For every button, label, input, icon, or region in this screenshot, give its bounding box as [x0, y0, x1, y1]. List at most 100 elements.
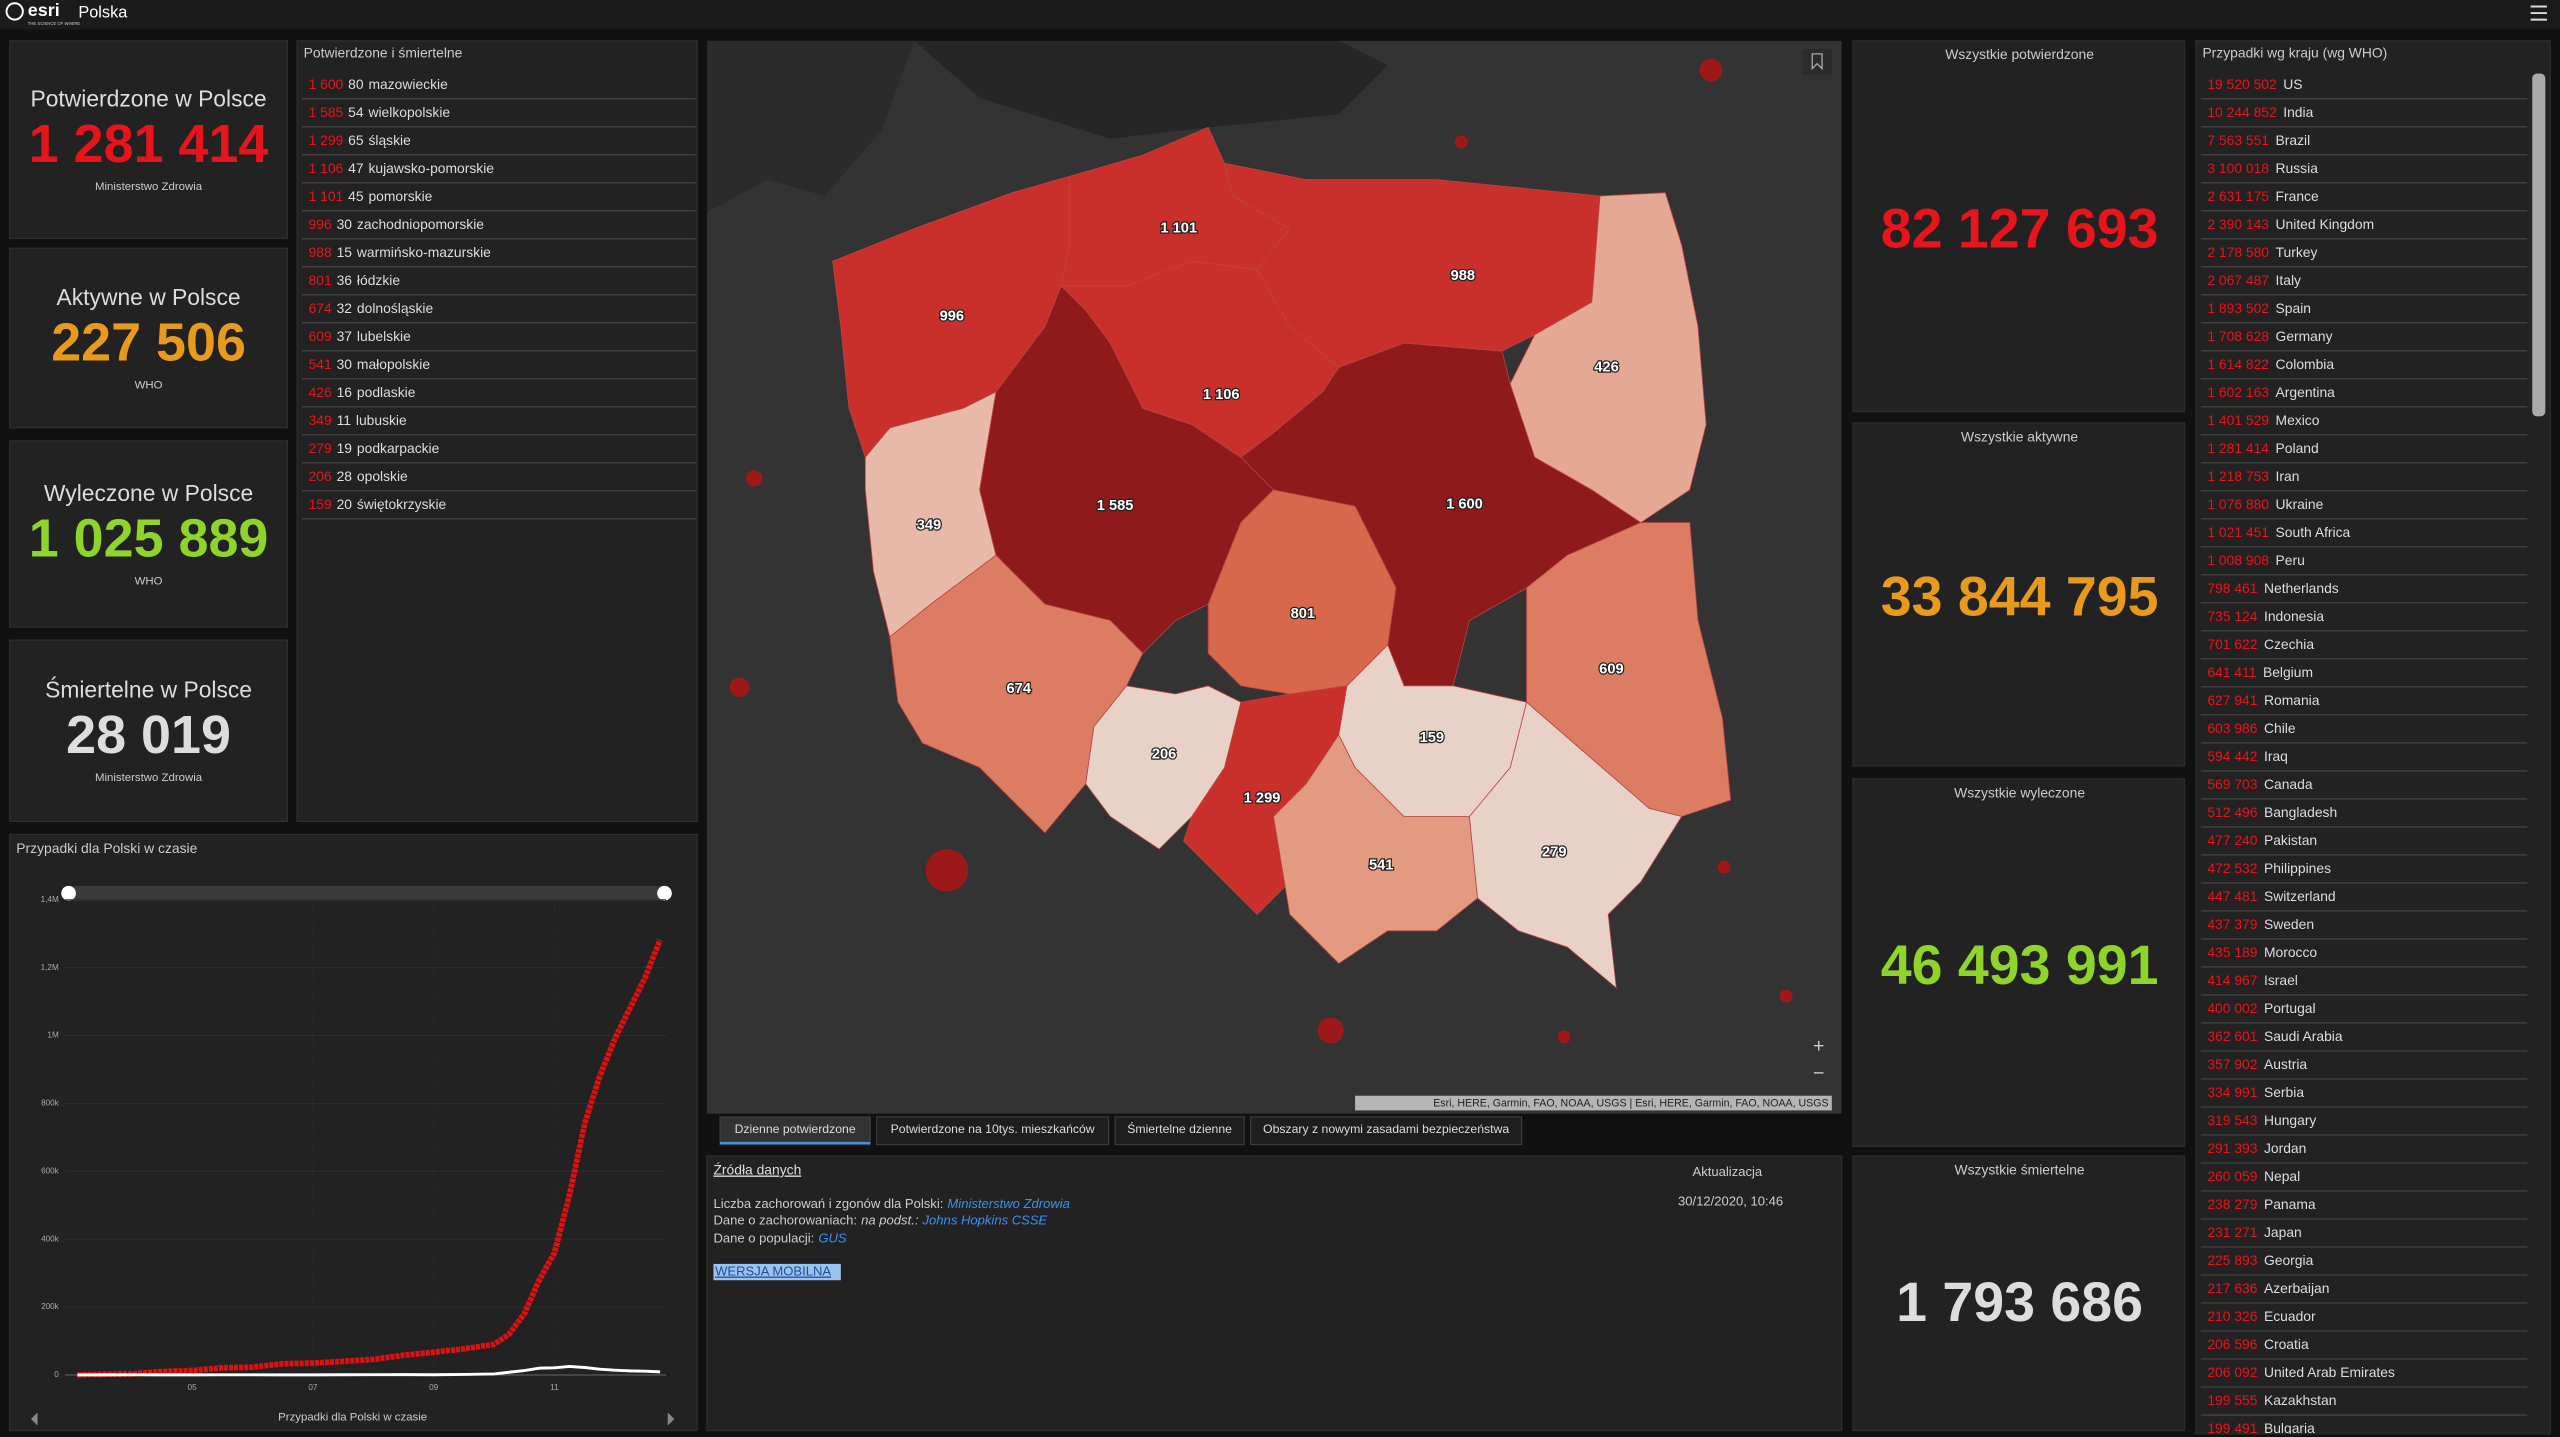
- country-name: Italy: [2276, 272, 2301, 288]
- region-cases: 609: [309, 328, 332, 344]
- country-row: 437 379 Sweden: [2207, 916, 2314, 932]
- country-row: 1 008 908 Peru: [2207, 552, 2304, 568]
- panel: [9, 247, 288, 429]
- update-label: Aktualizacja: [1693, 1164, 1763, 1179]
- map-label: 279: [1542, 844, 1567, 860]
- source-link[interactable]: Johns Hopkins CSSE: [922, 1213, 1048, 1228]
- country-count: 437 379: [2207, 916, 2257, 932]
- panel: [1852, 422, 2186, 767]
- tab[interactable]: [1114, 1116, 1245, 1146]
- zoom-in[interactable]: +: [1813, 1035, 1824, 1057]
- country-count: 231 271: [2207, 1224, 2257, 1240]
- region-area[interactable]: [832, 175, 1070, 459]
- country-name: Austria: [2264, 1056, 2307, 1072]
- scroll-left[interactable]: [31, 1412, 38, 1426]
- panel: [1852, 1155, 2186, 1432]
- source-line: Dane o populacji: GUS: [713, 1231, 846, 1246]
- neighbor-marker: [1699, 58, 1723, 82]
- zoom-out[interactable]: −: [1813, 1063, 1824, 1085]
- country-count: 472 532: [2207, 860, 2257, 876]
- map-label: 159: [1420, 730, 1445, 746]
- panel: [296, 40, 698, 823]
- tab[interactable]: [719, 1116, 871, 1146]
- country-name: India: [2283, 104, 2313, 120]
- country-count: 362 601: [2207, 1028, 2257, 1044]
- map-label: 988: [1451, 268, 1476, 284]
- country-count: 1 708 628: [2207, 328, 2269, 344]
- country-name: Peru: [2276, 552, 2305, 568]
- x-axis-label: Przypadki dla Polski w czasie: [278, 1411, 427, 1423]
- region-row: 1 101 45 pomorskie: [309, 188, 433, 204]
- country-name: Chile: [2264, 720, 2296, 736]
- map-label: 801: [1291, 606, 1316, 622]
- country-count: 1 008 908: [2207, 552, 2269, 568]
- country-row: 472 532 Philippines: [2207, 860, 2331, 876]
- region-row: 1 600 80 mazowieckie: [309, 76, 449, 92]
- country-row: 641 411 Belgium: [2207, 664, 2313, 680]
- country-row: 798 461 Netherlands: [2207, 580, 2338, 596]
- country-count: 238 279: [2207, 1196, 2257, 1212]
- region-name: warmińsko-mazurskie: [356, 244, 491, 260]
- bookmark-button[interactable]: [1802, 48, 1832, 76]
- country-count: 260 059: [2207, 1168, 2257, 1184]
- country-row: 477 240 Pakistan: [2207, 832, 2317, 848]
- country-count: 435 189: [2207, 944, 2257, 960]
- region-deaths: 47: [348, 160, 364, 176]
- region-area[interactable]: [1207, 489, 1397, 695]
- country-row: 512 496 Bangladesh: [2207, 804, 2337, 820]
- region-deaths: 28: [337, 468, 353, 484]
- bookmark-icon[interactable]: [1811, 53, 1823, 71]
- country-row: 231 271 Japan: [2207, 1224, 2301, 1240]
- region-name: opolskie: [357, 468, 408, 484]
- country-row: 2 631 175 France: [2207, 188, 2319, 204]
- scrollbar[interactable]: [2532, 73, 2546, 417]
- tab[interactable]: [1250, 1116, 1523, 1146]
- header-title: Polska: [78, 3, 128, 21]
- region-area[interactable]: [864, 391, 997, 638]
- region-area[interactable]: [1338, 644, 1528, 817]
- source-link[interactable]: GUS: [818, 1231, 847, 1246]
- country-count: 7 563 551: [2207, 132, 2269, 148]
- region-deaths: 37: [337, 328, 353, 344]
- source-link[interactable]: Ministerstwo Zdrowia: [947, 1197, 1070, 1212]
- country-row: 400 002 Portugal: [2207, 1000, 2315, 1016]
- source-text: Liczba zachorowań i zgonów dla Polski:: [713, 1197, 943, 1212]
- country-row: 1 708 628 Germany: [2207, 328, 2332, 344]
- source-text: na podst.:: [861, 1213, 919, 1228]
- slider-handle[interactable]: [61, 885, 76, 901]
- tab-label[interactable]: Śmiertelne dzienne: [1127, 1121, 1232, 1136]
- country-count: 627 941: [2207, 692, 2257, 708]
- slider-handle[interactable]: [657, 885, 672, 901]
- scroll-right[interactable]: [667, 1412, 675, 1426]
- country-count: 1 893 502: [2207, 300, 2269, 316]
- region-cases: 1 585: [309, 104, 344, 120]
- region-name: kujawsko-pomorskie: [368, 160, 494, 176]
- mobile-link[interactable]: WERSJA MOBILNA: [715, 1264, 831, 1279]
- tab-label[interactable]: Dzienne potwierdzone: [735, 1122, 856, 1136]
- tab-label[interactable]: Potwierdzone na 10tys. mieszkańców: [891, 1122, 1095, 1136]
- region-area[interactable]: [1223, 162, 1601, 368]
- region-name: śląskie: [368, 132, 411, 148]
- country-row: 2 067 487 Italy: [2207, 272, 2301, 288]
- tab[interactable]: [876, 1116, 1110, 1146]
- region-deaths: 36: [337, 272, 353, 288]
- menu-icon[interactable]: [2530, 5, 2547, 21]
- tagline: THE SCIENCE OF WHERE: [28, 21, 81, 26]
- logo-icon: [5, 2, 24, 21]
- region-area[interactable]: [1509, 192, 1707, 524]
- world-title: Wszystkie potwierdzone: [1945, 46, 2094, 62]
- y-tick-label: 0: [54, 1370, 59, 1379]
- region-row: 609 37 lubelskie: [309, 328, 412, 344]
- y-tick-label: 200k: [41, 1302, 60, 1311]
- tab-label[interactable]: Obszary z nowymi zasadami bezpieczeństwa: [1263, 1122, 1509, 1136]
- country-name: Poland: [2276, 440, 2319, 456]
- country-name: Kazakhstan: [2264, 1392, 2336, 1408]
- country-name: Croatia: [2264, 1336, 2309, 1352]
- region-area[interactable]: [1085, 685, 1242, 850]
- country-row: 362 601 Saudi Arabia: [2207, 1028, 2343, 1044]
- y-tick-label: 1,4M: [41, 895, 59, 904]
- country-row: 319 543 Hungary: [2207, 1112, 2316, 1128]
- region-deaths: 30: [337, 216, 353, 232]
- country-name: Nepal: [2264, 1168, 2300, 1184]
- header-bar: [0, 0, 2560, 30]
